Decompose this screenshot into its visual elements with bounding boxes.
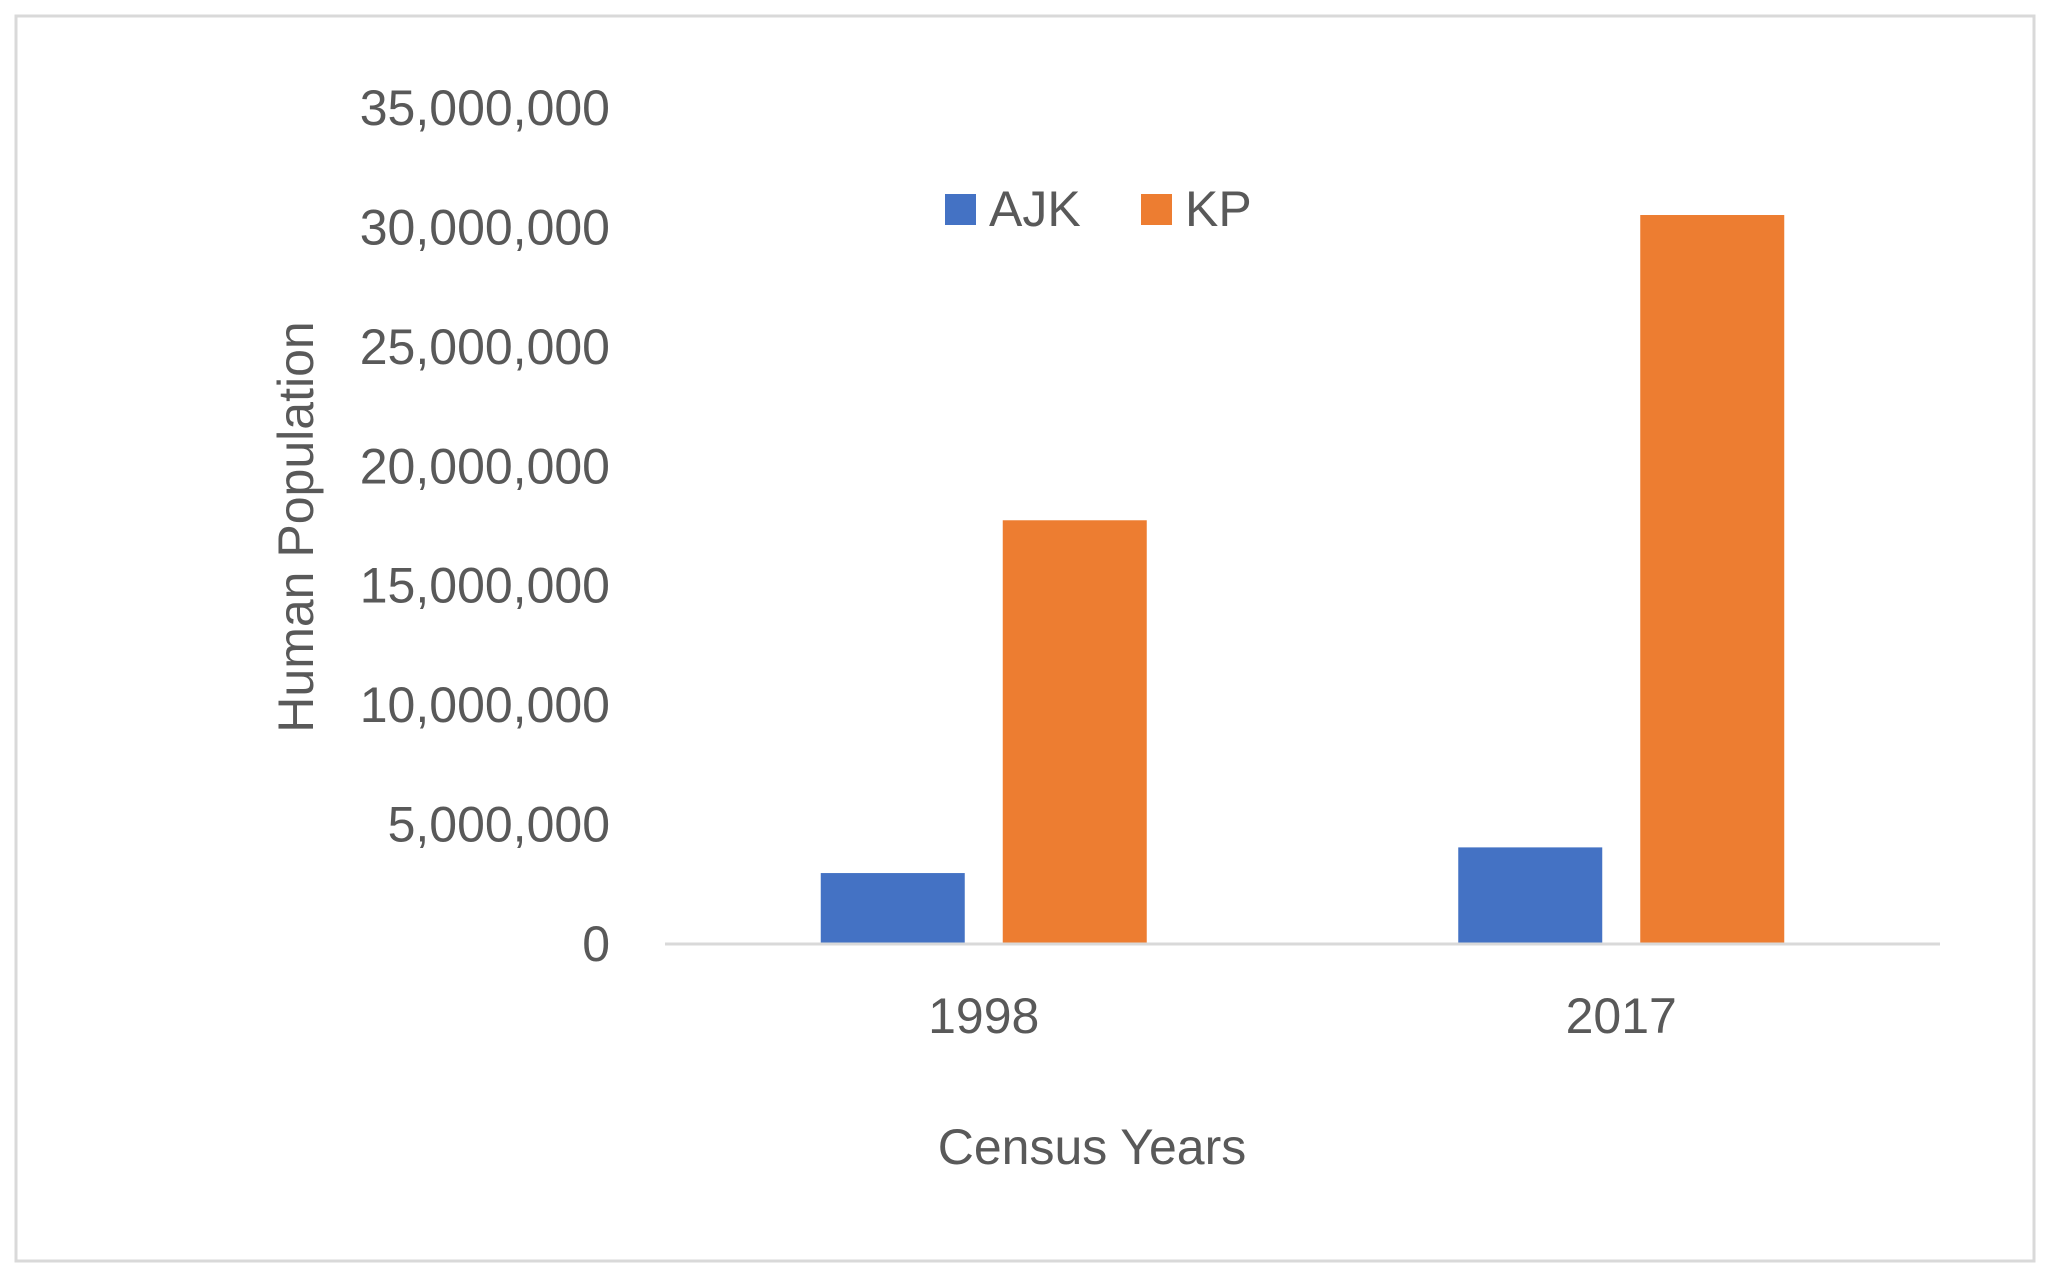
bar-kp-2017 <box>1640 215 1785 944</box>
legend-item-ajk: AJK <box>945 181 1081 237</box>
legend-item-kp: KP <box>1141 181 1252 237</box>
x-axis-tick-labels: 1998 2017 <box>928 988 1677 1044</box>
legend-swatch <box>1141 194 1172 225</box>
y-tick-label: 5,000,000 <box>388 797 610 853</box>
x-axis-label: Census Years <box>938 1119 1247 1175</box>
legend-swatch <box>945 194 976 225</box>
y-tick-label: 25,000,000 <box>360 319 610 375</box>
y-tick-label: 20,000,000 <box>360 438 610 494</box>
bars <box>820 215 1785 944</box>
y-tick-label: 30,000,000 <box>360 199 610 255</box>
y-axis-tick-labels: 0 5,000,000 10,000,000 15,000,000 20,000,000… <box>360 80 610 972</box>
bar-ajk-1998 <box>820 873 965 944</box>
y-axis-label: Human Population <box>268 321 324 732</box>
legend-label: KP <box>1185 181 1252 237</box>
bar-ajk-2017 <box>1458 847 1603 944</box>
legend-label: AJK <box>989 181 1081 237</box>
y-tick-label: 10,000,000 <box>360 677 610 733</box>
y-tick-label: 0 <box>582 916 610 972</box>
x-tick-label: 1998 <box>928 988 1039 1044</box>
legend: AJK KP <box>945 181 1252 237</box>
y-tick-label: 15,000,000 <box>360 558 610 614</box>
x-tick-label: 2017 <box>1566 988 1677 1044</box>
y-tick-label: 35,000,000 <box>360 80 610 136</box>
bar-kp-1998 <box>1002 520 1147 944</box>
